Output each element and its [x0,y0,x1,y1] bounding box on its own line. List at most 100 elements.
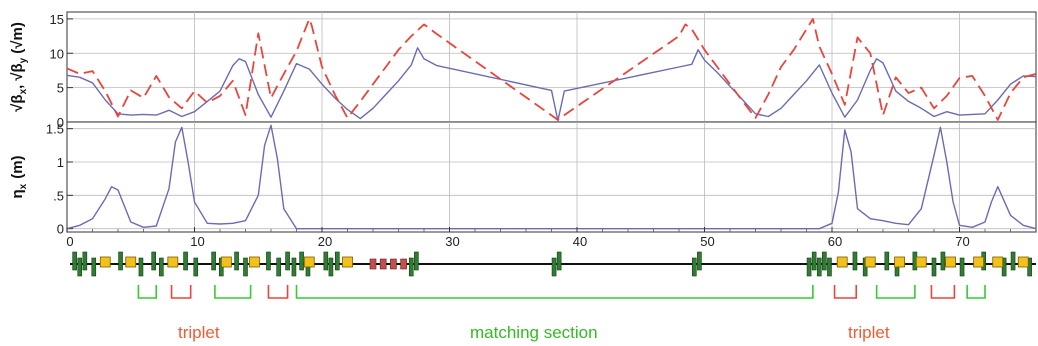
x-tick-label: 60 [828,234,842,249]
section-bracket [295,285,814,299]
beta-ylabel-root: √ [9,103,26,112]
section-brackets [137,285,986,299]
beta-y-axis-label: √βx,√βy(√m) [9,22,29,112]
beta-ylabel-beta: β [9,94,26,103]
dipole-magnet [864,256,876,268]
beta-ytick-label: 15 [50,12,64,27]
rf-element [369,258,377,270]
quadrupole-magnet [285,251,290,271]
quadrupole-magnet [211,251,216,271]
beta-plot-frame [66,11,1037,123]
quadrupole-magnet [77,257,83,277]
quadrupole-magnet [276,257,281,277]
dipole-magnet [249,256,260,268]
section-bracket [267,285,289,299]
dipole-magnet [125,256,137,268]
quadrupole-magnet [551,257,557,277]
triplet-label-right: triplet [848,323,890,342]
quadrupole-magnet [556,251,562,271]
quadrupole-magnet [243,257,248,277]
x-tick-label: 10 [190,234,204,249]
section-bracket [966,285,986,299]
dispersion-series-solid-line [66,124,1037,230]
quadrupole-magnet [811,251,817,271]
section-bracket [214,285,252,299]
dipole-magnet [303,256,315,268]
section-bracket [170,285,192,299]
dipole-magnet [945,256,956,268]
quadrupole-magnet [806,257,812,277]
lattice-layout [70,251,1036,299]
beta-y-ticks: 0 5 10 15 [50,12,73,130]
eta-ylabel-sub: x [18,183,29,189]
quadrupole-magnet [1010,251,1016,271]
svg-text:ηx(m): ηx (m) [9,155,29,198]
beta-ytick-label: 5 [57,81,64,96]
quadrupole-magnet [328,257,334,277]
beta-ylabel-beta2: β [9,63,26,72]
dispersion-ytick-label: 1.5 [46,122,64,137]
beta-grid [67,12,1036,122]
dipole-magnet [342,256,353,268]
dispersion-plot-frame [66,121,1037,233]
beta-series [66,17,1037,122]
beta-ytick-label: 10 [50,46,64,61]
quadrupole-magnet [822,251,827,271]
eta-ylabel-unit: (m) [9,155,26,178]
quadrupole-magnet [931,257,937,277]
lattice-elements [72,251,1032,277]
dispersion-panel: 0 .5 1 1.5 0 10 20 30 40 50 60 70 [46,121,1037,249]
section-bracket [875,285,916,299]
x-tick-label: 70 [955,234,969,249]
quadrupole-magnet [138,257,144,277]
rf-element [390,258,397,270]
beta-ytick-label: 0 [57,115,64,130]
svg-text:√βx,√βy(√m): √βx,√βy(√m) [9,22,29,112]
quadrupole-magnet [691,257,697,277]
dispersion-ytick-label: .5 [53,188,64,203]
beta-ylabel-suby: y [18,57,29,63]
quadrupole-magnet [852,251,858,271]
quadrupole-magnet [183,251,188,271]
quadrupole-magnet [266,251,271,271]
quadrupole-magnet [72,251,77,271]
dipole-magnet [167,256,179,268]
dispersion-ytick-label: 0 [57,222,64,237]
x-axis-ticks: 0 10 20 30 40 50 60 70 [66,227,1011,249]
beta-series-dashed-line [66,17,1037,121]
quadrupole-magnet [827,257,832,277]
x-tick-label: 40 [573,234,587,249]
quadrupole-magnet [940,251,946,271]
x-tick-label: 30 [445,234,459,249]
beta-ylabel-root2: √ [9,72,26,81]
quadrupole-magnet [299,251,304,271]
dipole-magnet [220,256,232,268]
beta-ylabel-unit: (√m) [9,22,26,54]
dispersion-y-axis-label: ηx (m) [9,155,29,198]
quadrupole-magnet [408,257,414,277]
dipole-magnet [99,256,111,268]
x-tick-label: 50 [700,234,714,249]
beta-ylabel-sep: , [9,85,26,89]
x-tick-label: 20 [318,234,332,249]
quadrupole-magnet [91,257,97,277]
quadrupole-magnet [159,257,164,277]
quadrupole-magnet [323,251,329,271]
quadrupole-magnet [291,257,297,277]
quadrupole-magnet [697,251,702,271]
eta-ylabel-eta: η [9,189,26,198]
quadrupole-magnet [816,257,822,277]
quadrupole-magnet [118,251,123,271]
quadrupole-magnet [193,257,199,277]
section-bracket [137,285,158,299]
dipole-magnet [894,256,905,268]
beta-function-panel: 0 5 10 15 [50,11,1037,130]
dispersion-ytick-label: 1 [57,155,64,170]
x-tick-label: 0 [66,234,73,249]
quadrupole-magnet [334,251,340,271]
beta-series-solid-line [66,47,1037,122]
rf-element [400,258,407,270]
dispersion-series [66,124,1037,230]
section-bracket [930,285,956,299]
dipole-magnet [915,256,927,268]
